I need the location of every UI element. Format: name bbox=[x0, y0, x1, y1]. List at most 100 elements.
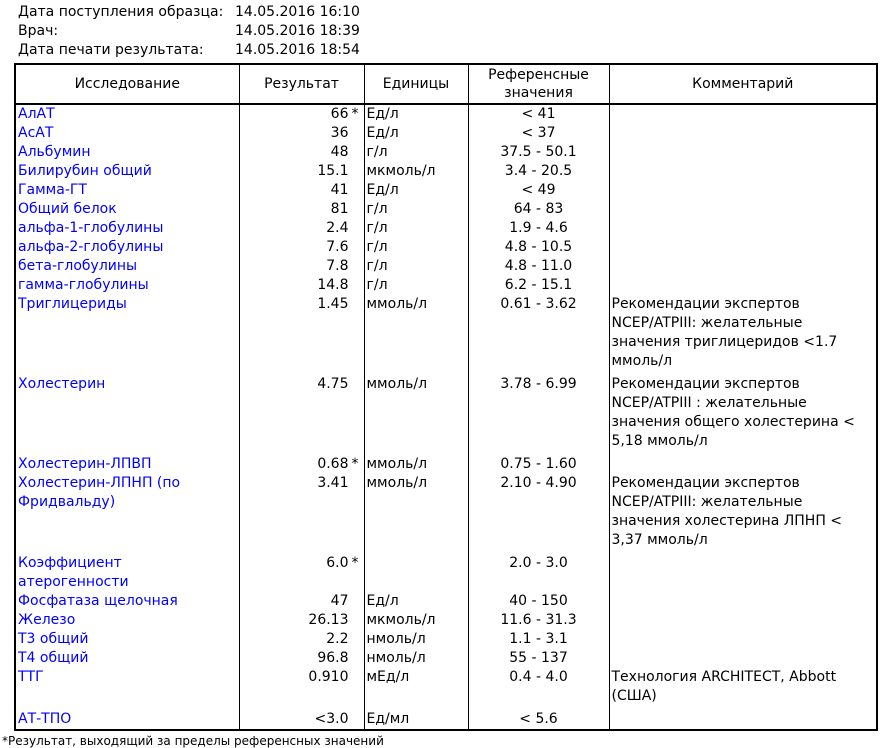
footnote: *Результат, выходящий за пределы референ… bbox=[2, 734, 384, 748]
test-name-link[interactable]: ТТГ bbox=[18, 669, 44, 685]
meta-value: 14.05.2016 18:54 bbox=[235, 42, 360, 58]
test-name-link[interactable]: Общий белок bbox=[18, 201, 117, 217]
units-value: ммоль/л bbox=[363, 295, 469, 375]
test-name-link[interactable]: бета-глобулины bbox=[18, 258, 138, 274]
result-value: 4.75 bbox=[317, 376, 349, 392]
results-body: АлАТ 66 * Ед/л < 41 АсАТ 36 Ед/л < 37 Аль… bbox=[14, 104, 878, 730]
units-value: мЕд/л bbox=[363, 668, 469, 710]
test-name-link[interactable]: Гамма-ГТ bbox=[18, 182, 87, 198]
units-value: Ед/л bbox=[363, 124, 469, 143]
table-row: АсАТ 36 Ед/л < 37 bbox=[14, 124, 878, 143]
reference-range: 3.78 - 6.99 bbox=[467, 375, 610, 455]
reference-range: 3.4 - 20.5 bbox=[467, 162, 610, 181]
test-name-link[interactable]: Триглицериды bbox=[18, 296, 127, 312]
comment-text: Рекомендации экспертов NCEP/ATPIII: жела… bbox=[608, 295, 878, 375]
header-cell-test: Исследование bbox=[14, 64, 240, 105]
reference-range: 1.1 - 3.1 bbox=[467, 630, 610, 649]
units-value: ммоль/л bbox=[363, 474, 469, 554]
test-name-link[interactable]: альфа-2-глобулины bbox=[18, 239, 164, 255]
result-value: 0.910 bbox=[308, 669, 349, 685]
table-row: Холестерин-ЛПНП (по Фридвальду) 3.41 ммо… bbox=[14, 474, 878, 554]
units-value: мкмоль/л bbox=[363, 162, 469, 181]
header-cell-reference: Референсные значения bbox=[467, 64, 610, 105]
reference-range: 2.0 - 3.0 bbox=[467, 554, 610, 592]
reference-range: < 41 bbox=[467, 104, 610, 124]
test-name-link[interactable]: Т3 общий bbox=[18, 631, 89, 647]
comment-text: Рекомендации экспертов NCEP/ATPIII : жел… bbox=[608, 375, 878, 455]
reference-range: < 49 bbox=[467, 181, 610, 200]
test-name-link[interactable]: гамма-глобулины bbox=[18, 277, 149, 293]
result-value: <3.0 bbox=[314, 711, 349, 727]
meta-row-sample-date: Дата поступления образца: 14.05.2016 16:1… bbox=[18, 3, 889, 22]
table-row: АТ-ТПО <3.0 Ед/мл < 5.6 bbox=[14, 710, 878, 730]
table-row: АлАТ 66 * Ед/л < 41 bbox=[14, 104, 878, 124]
units-value: нмоль/л bbox=[363, 649, 469, 668]
units-value: г/л bbox=[363, 143, 469, 162]
reference-range: 40 - 150 bbox=[467, 592, 610, 611]
test-name-link[interactable]: АТ-ТПО bbox=[18, 711, 72, 727]
units-value: Ед/мл bbox=[363, 710, 469, 730]
reference-range: 4.8 - 10.5 bbox=[467, 238, 610, 257]
comment-text bbox=[608, 592, 878, 611]
comment-text bbox=[608, 611, 878, 630]
test-name-link[interactable]: Холестерин-ЛПВП bbox=[18, 456, 152, 472]
comment-text bbox=[608, 630, 878, 649]
reference-range: 0.75 - 1.60 bbox=[467, 455, 610, 474]
result-value: 81 bbox=[330, 201, 349, 217]
test-name-link[interactable]: Коэффициент атерогенности bbox=[18, 555, 129, 590]
result-value: 3.41 bbox=[317, 475, 349, 491]
table-row: Гамма-ГТ 41 Ед/л < 49 bbox=[14, 181, 878, 200]
table-row: альфа-1-глобулины 2.4 г/л 1.9 - 4.6 bbox=[14, 219, 878, 238]
units-value: г/л bbox=[363, 257, 469, 276]
reference-range: 64 - 83 bbox=[467, 200, 610, 219]
units-value: г/л bbox=[363, 200, 469, 219]
reference-range: 0.4 - 4.0 bbox=[467, 668, 610, 710]
test-name-link[interactable]: Фосфатаза щелочная bbox=[18, 593, 178, 609]
units-value: мкмоль/л bbox=[363, 611, 469, 630]
test-name-link[interactable]: Альбумин bbox=[18, 144, 91, 160]
test-name-link[interactable]: альфа-1-глобулины bbox=[18, 220, 164, 236]
table-row: Фосфатаза щелочная 47 Ед/л 40 - 150 bbox=[14, 592, 878, 611]
table-row: Железо 26.13 мкмоль/л 11.6 - 31.3 bbox=[14, 611, 878, 630]
reference-range: < 37 bbox=[467, 124, 610, 143]
reference-range: 37.5 - 50.1 bbox=[467, 143, 610, 162]
table-row: Холестерин-ЛПВП 0.68 * ммоль/л 0.75 - 1.6… bbox=[14, 455, 878, 474]
table-row: ТТГ 0.910 мЕд/л 0.4 - 4.0 Технология ARC… bbox=[14, 668, 878, 710]
comment-text: Технология ARCHITECT, Abbott (США) bbox=[608, 668, 878, 710]
result-value: 2.4 bbox=[326, 220, 349, 236]
result-value: 0.68 bbox=[317, 456, 349, 472]
out-of-range-marker: * bbox=[351, 456, 359, 472]
table-row: Т4 общий 96.8 нмоль/л 55 - 137 bbox=[14, 649, 878, 668]
test-name-link[interactable]: Холестерин-ЛПНП (по Фридвальду) bbox=[18, 475, 181, 510]
table-row: Триглицериды 1.45 ммоль/л 0.61 - 3.62 Ре… bbox=[14, 295, 878, 375]
meta-label: Дата печати результата: bbox=[18, 42, 204, 58]
test-name-link[interactable]: Т4 общий bbox=[18, 650, 89, 666]
results-table: Исследование Результат Единицы Референсн… bbox=[14, 63, 878, 731]
comment-text bbox=[608, 104, 878, 124]
units-value bbox=[363, 554, 469, 592]
reference-range: 11.6 - 31.3 bbox=[467, 611, 610, 630]
meta-value: 14.05.2016 16:10 bbox=[235, 4, 360, 20]
header-cell-result: Результат bbox=[238, 64, 365, 105]
result-value: 48 bbox=[330, 144, 349, 160]
comment-text bbox=[608, 143, 878, 162]
result-value: 7.8 bbox=[326, 258, 349, 274]
results-header: Исследование Результат Единицы Референсн… bbox=[14, 64, 878, 105]
result-value: 41 bbox=[330, 182, 349, 198]
result-value: 1.45 bbox=[317, 296, 349, 312]
test-name-link[interactable]: Железо bbox=[18, 612, 76, 628]
header-cell-comment: Комментарий bbox=[608, 64, 878, 105]
comment-text bbox=[608, 200, 878, 219]
units-value: ммоль/л bbox=[363, 455, 469, 474]
result-value: 7.6 bbox=[326, 239, 349, 255]
test-name-link[interactable]: АлАТ bbox=[18, 106, 55, 122]
reference-range: < 5.6 bbox=[467, 710, 610, 730]
test-name-link[interactable]: Холестерин bbox=[18, 376, 106, 392]
test-name-link[interactable]: Билирубин общий bbox=[18, 163, 152, 179]
units-value: Ед/л bbox=[363, 181, 469, 200]
table-row: Альбумин 48 г/л 37.5 - 50.1 bbox=[14, 143, 878, 162]
units-value: Ед/л bbox=[363, 592, 469, 611]
test-name-link[interactable]: АсАТ bbox=[18, 125, 54, 141]
table-row: альфа-2-глобулины 7.6 г/л 4.8 - 10.5 bbox=[14, 238, 878, 257]
lab-report-page: Дата поступления образца: 14.05.2016 16:1… bbox=[2, 3, 889, 748]
